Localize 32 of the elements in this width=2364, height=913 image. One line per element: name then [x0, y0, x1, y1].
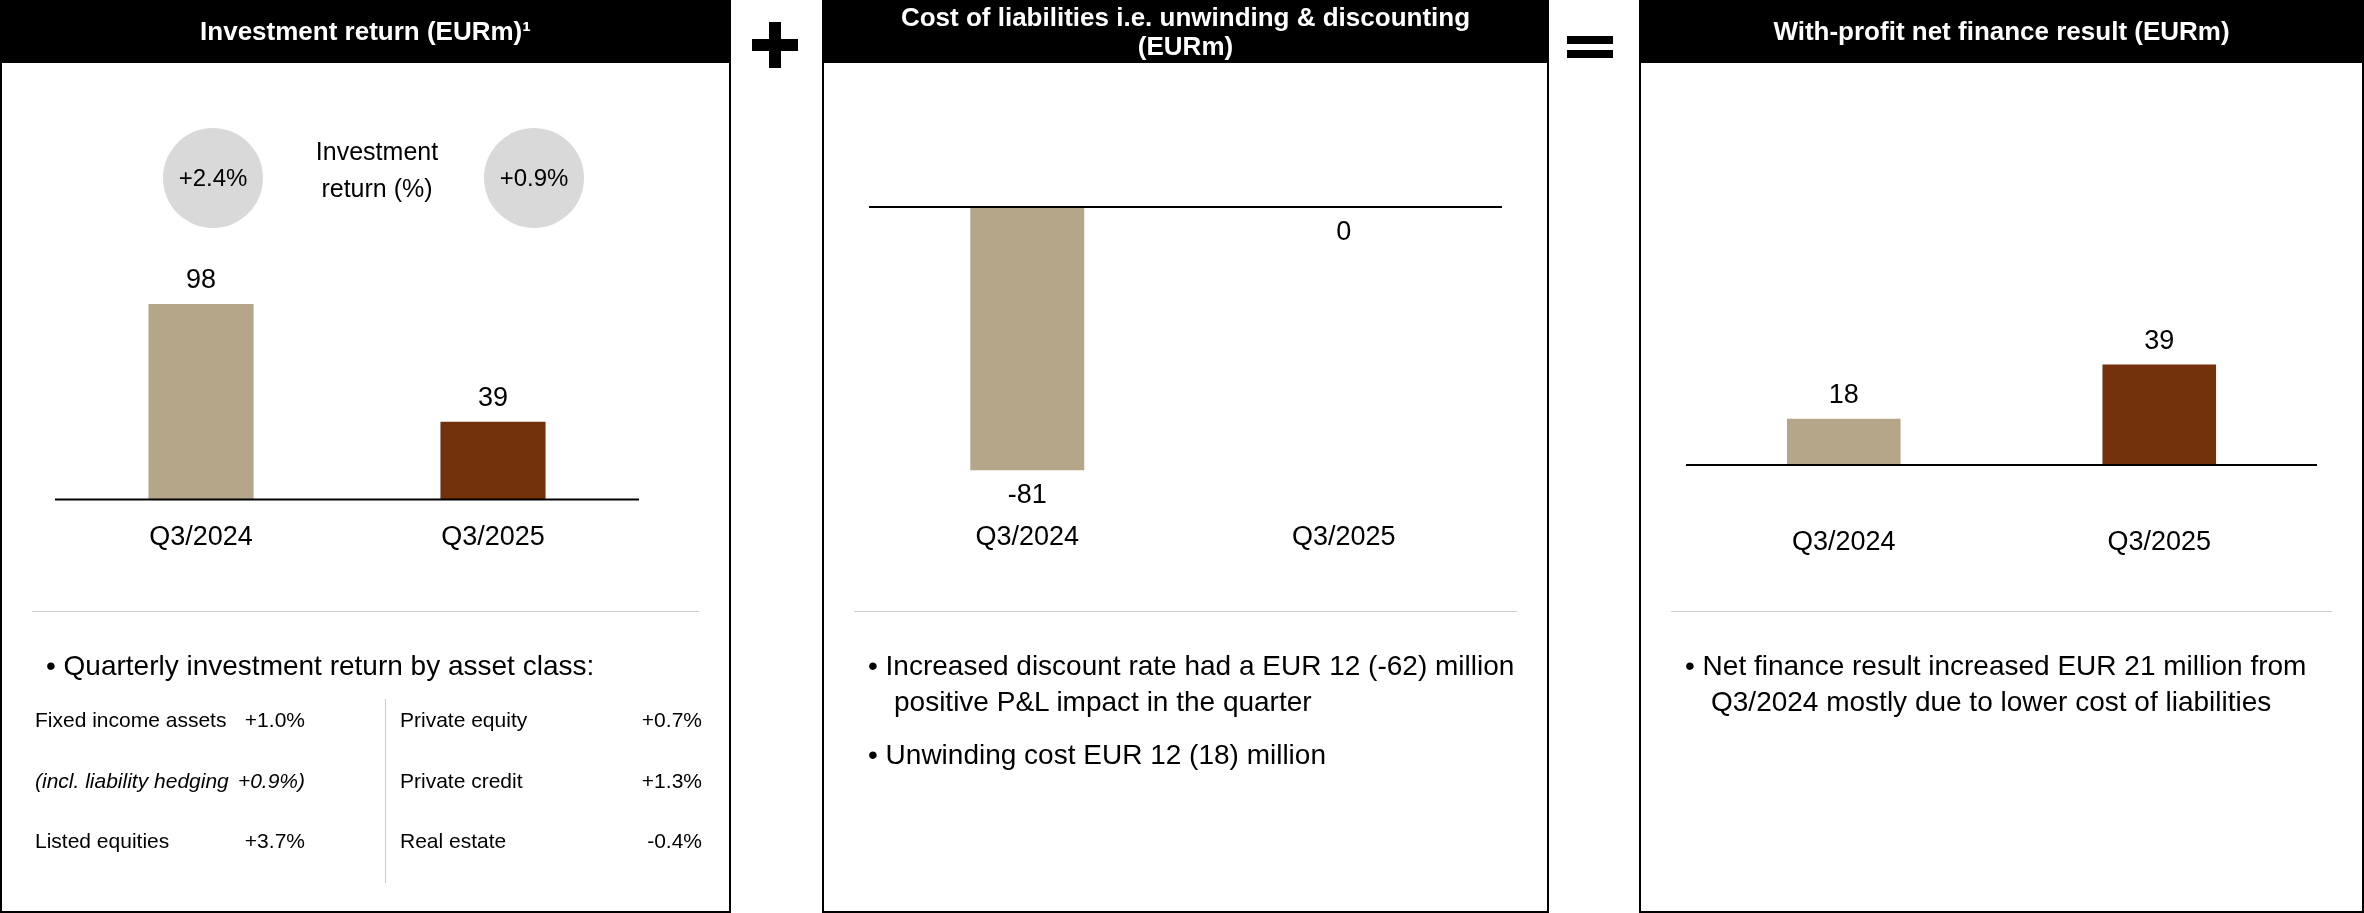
text: Listed equities [35, 828, 170, 854]
text: +0.9%) [237, 768, 305, 794]
data-label: 18 [1828, 378, 1859, 409]
data-label: 39 [477, 381, 509, 412]
x-tick-label: Q3/2025 [441, 521, 545, 552]
text: (incl. liability hedging [35, 768, 229, 794]
text: Real estate [400, 828, 507, 854]
x-tick-label: Q3/2024 [149, 521, 253, 552]
x-tick-label: Q3/2024 [1791, 525, 1896, 556]
text: +1.3% [641, 768, 702, 794]
data-label: 98 [185, 263, 217, 294]
text: • Net finance result increased EUR 21 million from Q3/2024 mostly due to lower cost of liabilities [1685, 649, 2308, 719]
text: Fixed income assets [35, 707, 227, 733]
x-tick-label: Q3/2025 [1291, 521, 1396, 552]
data-label: 0 [1336, 215, 1352, 246]
text: +0.7% [641, 707, 702, 733]
text: -0.4% [647, 828, 702, 854]
chart-title: With-profit net finance result (EURm) [1639, 0, 2364, 63]
text: Investment return (%) [314, 136, 440, 204]
data-label: 39 [2144, 324, 2175, 355]
text: • Quarterly investment return by asset class: [46, 649, 596, 683]
chart-title: Investment return (EURm)¹ [0, 0, 731, 63]
text: • Increased discount rate had a EUR 12 (-62) million positive P&L impact in the quarter [868, 649, 1516, 719]
text: Private equity [400, 707, 528, 733]
x-tick-label: Q3/2024 [975, 521, 1080, 552]
data-label: -81 [1007, 479, 1047, 510]
text: +1.0% [244, 707, 305, 733]
text: Private credit [400, 768, 523, 794]
text: +3.7% [244, 828, 305, 854]
x-tick-label: Q3/2025 [2107, 525, 2212, 556]
text: • Unwinding cost EUR 12 (18) million [868, 738, 1327, 772]
chart-title: Cost of liabilities i.e. unwinding & discounting (EURm) [822, 0, 1549, 63]
